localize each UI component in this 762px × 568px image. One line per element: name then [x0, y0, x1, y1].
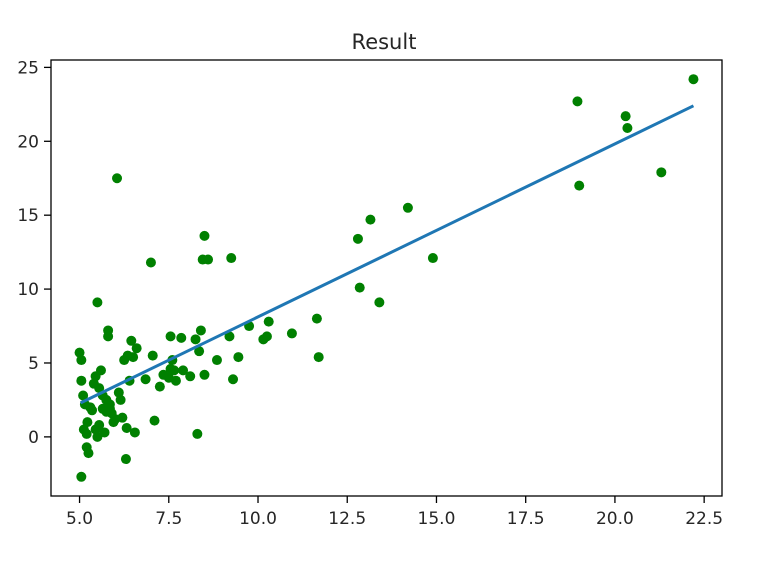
scatter-point — [574, 180, 585, 191]
y-tick-label: 10 — [17, 280, 39, 300]
scatter-point — [199, 230, 210, 241]
scatter-point — [99, 427, 110, 438]
y-tick-label: 0 — [28, 428, 39, 448]
scatter-point — [76, 375, 87, 386]
scatter-point — [427, 253, 438, 264]
scatter-point — [402, 202, 413, 213]
scatter-point — [83, 448, 94, 459]
chart-title: Result — [352, 30, 417, 54]
scatter-point — [311, 313, 322, 324]
scatter-point — [149, 415, 160, 426]
scatter-point — [365, 214, 376, 225]
x-tick-label: 10.0 — [239, 509, 277, 529]
scatter-point — [95, 365, 106, 376]
scatter-point — [261, 331, 272, 342]
scatter-point — [76, 471, 87, 482]
scatter-point — [140, 374, 151, 385]
scatter-point — [374, 297, 385, 308]
scatter-point — [169, 365, 180, 376]
scatter-point — [147, 350, 158, 361]
plot-area — [74, 74, 699, 482]
scatter-point — [103, 331, 114, 342]
x-tick-label: 22.5 — [685, 509, 723, 529]
x-tick-label: 7.5 — [155, 509, 182, 529]
scatter-point — [81, 428, 92, 439]
scatter-point — [129, 427, 140, 438]
x-tick-label: 12.5 — [328, 509, 366, 529]
scatter-point — [224, 331, 235, 342]
scatter-point — [211, 355, 222, 366]
scatter-point — [178, 365, 189, 376]
scatter-point — [354, 282, 365, 293]
scatter-point — [120, 454, 131, 465]
axes-frame — [50, 59, 723, 497]
scatter-point — [572, 96, 583, 107]
fit-line — [79, 104, 695, 405]
x-tick-label: 15.0 — [418, 509, 456, 529]
x-axis: 5.0 7.5 10.0 12.5 15.0 17.5 20.0 22.5 — [66, 496, 723, 529]
scatter-point — [185, 371, 196, 382]
scatter-point — [92, 431, 103, 442]
scatter-point — [203, 254, 214, 265]
x-tick-label: 20.0 — [596, 509, 634, 529]
x-tick-label: 17.5 — [507, 509, 545, 529]
y-tick-label: 5 — [28, 354, 39, 374]
scatter-point — [154, 381, 165, 392]
scatter-point — [170, 375, 181, 386]
scatter-point — [76, 355, 87, 366]
scatter-point — [620, 111, 631, 122]
scatter-point — [87, 405, 98, 416]
y-tick-label: 25 — [17, 58, 39, 78]
scatter-point — [165, 331, 176, 342]
scatter-point — [194, 346, 205, 357]
scatter-point — [313, 352, 324, 363]
scatter-point — [622, 122, 633, 133]
scatter-point — [286, 328, 297, 339]
scatter-point — [190, 334, 201, 345]
scatter-point — [226, 253, 237, 264]
scatter-point — [126, 335, 137, 346]
scatter-point — [233, 352, 244, 363]
scatter-point — [263, 316, 274, 327]
scatter-point — [94, 420, 105, 431]
y-tick-label: 15 — [17, 206, 39, 226]
y-tick-label: 20 — [17, 132, 39, 152]
scatter-point — [112, 173, 123, 184]
scatter-point — [688, 74, 699, 85]
scatter-point — [121, 423, 132, 434]
scatter-point — [131, 343, 142, 354]
scatter-point — [82, 417, 93, 428]
scatter-point — [656, 167, 667, 178]
scatter-point — [195, 325, 206, 336]
scatter-point — [92, 297, 103, 308]
y-axis: 0 5 10 15 20 25 — [17, 58, 51, 448]
scatter-point — [94, 383, 105, 394]
scatter-point — [352, 233, 363, 244]
scatter-point — [115, 394, 126, 405]
scatter-point — [117, 412, 128, 423]
scatter-point — [145, 257, 156, 268]
scatter-point — [176, 332, 187, 343]
scatter-point — [78, 390, 89, 401]
scatter-point — [192, 428, 203, 439]
x-tick-label: 5.0 — [66, 509, 93, 529]
scatter-point — [228, 374, 239, 385]
scatter-point — [199, 369, 210, 380]
scatter-point — [128, 352, 139, 363]
